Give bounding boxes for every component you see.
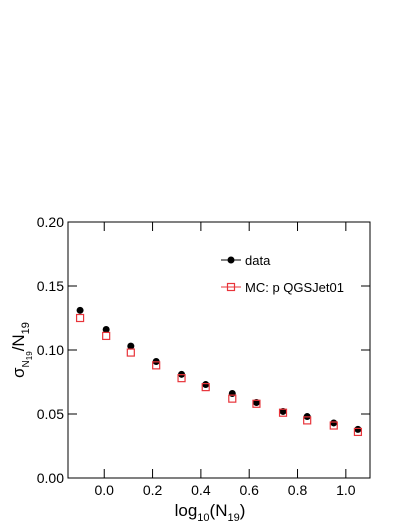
x-axis-label: log10(N19) xyxy=(175,501,246,524)
y-axis-label: σN19/N19 xyxy=(9,322,34,378)
x-tick-label: 0.2 xyxy=(143,482,163,498)
y-label-part: σ xyxy=(9,367,28,378)
point xyxy=(202,381,210,389)
legend-label: MC: p QGSJet01 xyxy=(245,280,344,295)
x-label-part: 19 xyxy=(227,512,239,524)
point xyxy=(127,342,135,350)
point xyxy=(152,361,161,370)
x-tick-label: 1.0 xyxy=(336,482,356,498)
point xyxy=(75,313,85,323)
y-tick-label: 0.05 xyxy=(37,406,64,422)
point xyxy=(228,394,237,403)
y-tick-label: 0.20 xyxy=(37,214,64,230)
legend-marker xyxy=(226,282,236,292)
x-label-part: ) xyxy=(240,501,246,520)
x-label-part: log xyxy=(175,501,198,520)
point xyxy=(102,326,110,334)
y-label-part: /N xyxy=(9,334,28,351)
point xyxy=(126,348,135,357)
y-label-part: 19 xyxy=(20,322,32,334)
x-tick-label: 0.4 xyxy=(191,482,211,498)
legend-label: data xyxy=(245,253,271,268)
point xyxy=(102,331,111,341)
point xyxy=(252,399,261,408)
plot-frame xyxy=(67,221,371,479)
y-label-part: N xyxy=(21,360,32,367)
x-tick-label: 0.6 xyxy=(239,482,259,498)
point xyxy=(353,427,363,437)
point xyxy=(76,306,84,314)
y-tick-label: 0.10 xyxy=(37,342,64,358)
x-label-part: (N xyxy=(210,501,228,520)
point xyxy=(278,408,288,417)
point xyxy=(228,390,236,398)
point xyxy=(330,419,338,427)
point xyxy=(201,383,210,392)
x-tick-label: 0.0 xyxy=(95,482,115,498)
x-tick-label: 0.8 xyxy=(288,482,308,498)
point xyxy=(177,374,186,383)
point xyxy=(354,425,362,433)
point xyxy=(329,421,338,430)
y-tick-label: 0.00 xyxy=(37,470,64,486)
y-label-part: 19 xyxy=(25,351,34,360)
x-label-part: 10 xyxy=(197,512,209,524)
legend-marker xyxy=(227,256,235,264)
point xyxy=(303,416,312,425)
y-tick-label: 0.15 xyxy=(37,278,64,294)
